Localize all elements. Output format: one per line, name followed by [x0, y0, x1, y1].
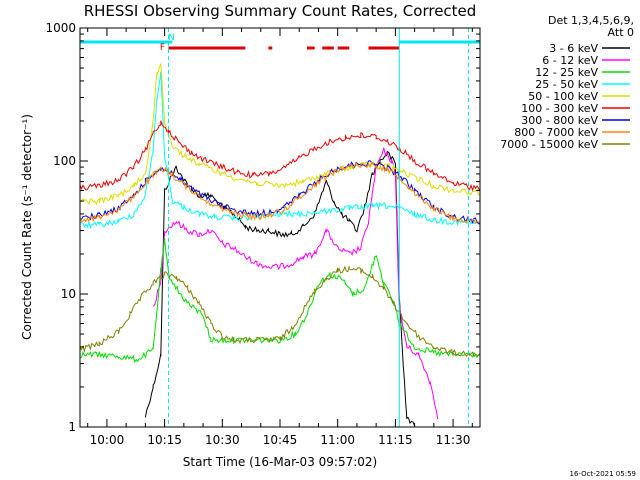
series-line-800-7000-kev: [79, 161, 481, 225]
y-tick-label: 100: [53, 154, 76, 168]
legend-label-50-100-kev: 50 - 100 keV: [528, 90, 598, 103]
chart-title: RHESSI Observing Summary Count Rates, Co…: [84, 2, 477, 20]
y-axis: 1 10 100 1000: [45, 21, 480, 434]
legend-label-25-50-kev: 25 - 50 keV: [535, 78, 598, 91]
series-line-300-800-kev: [79, 160, 481, 225]
series-line-3-6-kev: [144, 150, 416, 427]
legend-label-300-800-kev: 300 - 800 keV: [521, 114, 598, 127]
legend-label-100-300-kev: 100 - 300 keV: [521, 102, 598, 115]
legend-label-3-6-kev: 3 - 6 keV: [549, 42, 598, 55]
x-tick-label: 11:30: [436, 433, 471, 447]
series-line-12-25-kev: [80, 238, 481, 364]
legend-title-line-1: Det 1,3,4,5,6,9,: [548, 14, 634, 27]
series-line-50-100-kev: [79, 63, 481, 206]
flag-bars: NF: [79, 28, 480, 427]
x-axis: 10:00 10:15 10:30 10:45 11:00 11:15 11:30: [87, 28, 473, 447]
series-line-6-12-kev: [152, 147, 439, 420]
flag-label-f: F: [160, 43, 165, 53]
legend-label-800-7000-kev: 800 - 7000 keV: [514, 126, 598, 139]
x-tick-label: 11:15: [378, 433, 413, 447]
x-tick-label: 10:30: [205, 433, 240, 447]
x-tick-label: 10:45: [263, 433, 298, 447]
legend-label-7000-15000-kev: 7000 - 15000 keV: [500, 138, 598, 151]
legend-label-12-25-kev: 12 - 25 keV: [535, 66, 598, 79]
plot-frame: [79, 27, 481, 428]
plot-lines: [79, 63, 481, 427]
x-tick-label: 10:00: [90, 433, 125, 447]
x-tick-label: 10:15: [147, 433, 182, 447]
x-tick-label: 11:00: [320, 433, 355, 447]
flag-label-n: N: [168, 33, 175, 43]
footer-date: 16-Oct-2021 05:59: [570, 470, 636, 478]
y-tick-label: 10: [61, 287, 76, 301]
series-line-7000-15000-kev: [79, 265, 481, 358]
x-axis-label: Start Time (16-Mar-03 09:57:02): [183, 455, 377, 469]
legend-label-6-12-kev: 6 - 12 keV: [542, 54, 598, 67]
y-tick-label: 1: [68, 420, 76, 434]
series-line-25-50-kev: [79, 71, 481, 230]
y-tick-label: 1000: [45, 21, 76, 35]
legend-title-line-2: Att 0: [608, 26, 634, 39]
series-line-100-300-kev: [79, 120, 481, 192]
y-axis-label: Corrected Count Rate (s⁻¹ detector⁻¹): [20, 114, 34, 340]
